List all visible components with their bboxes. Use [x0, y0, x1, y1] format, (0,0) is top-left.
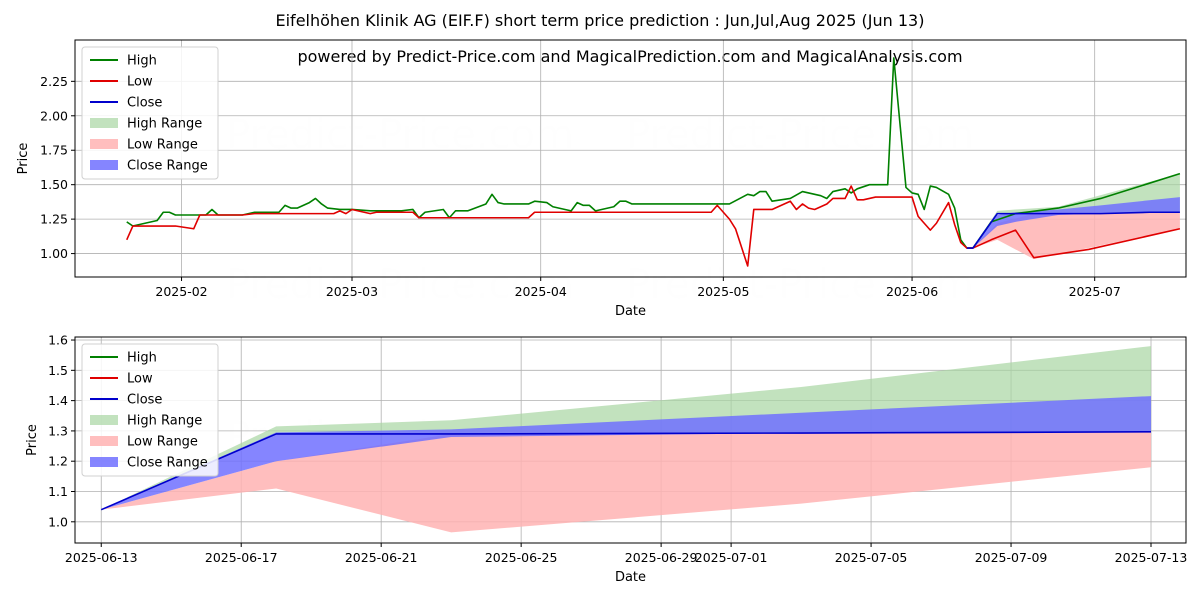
chart-1-x-tick-label: 2025-02 — [155, 284, 207, 299]
chart-2-x-axis-label: Date — [615, 570, 646, 585]
chart-2-x-tick-label: 2025-06-13 — [65, 550, 138, 565]
chart-1-low-range-band — [972, 212, 1180, 260]
chart-2-legend-low-range-label: Low Range — [127, 435, 198, 450]
chart-2-y-tick-label: 1.0 — [48, 514, 68, 529]
chart-1-plot-frame — [74, 39, 1187, 278]
chart-2-plot-frame — [74, 336, 1187, 544]
chart-2-y-tick-label: 1.3 — [48, 423, 68, 438]
chart-2-low-range-band — [101, 431, 1152, 533]
chart-1-close-line — [966, 211, 1180, 249]
chart-2-x-tick-label: 2025-06-17 — [205, 550, 278, 565]
chart-2-x-tick-label: 2025-07-09 — [975, 550, 1048, 565]
chart-2-legend-high-range-swatch — [90, 415, 118, 425]
chart-1-close-range-band — [972, 197, 1180, 249]
chart-1-legend-low-label: Low — [127, 75, 153, 90]
chart-2-x-tick-label: 2025-07-01 — [695, 550, 768, 565]
chart-2-legend-close-range-swatch — [90, 457, 118, 467]
chart-2-y-tick-label: 1.5 — [48, 363, 68, 378]
chart-1-y-tick-label: 1.25 — [40, 212, 68, 227]
chart-2-x-tick-label: 2025-07-05 — [835, 550, 908, 565]
chart-2-legend-low-range-swatch — [90, 436, 118, 446]
chart-2-legend-close-label: Close — [127, 393, 162, 408]
chart-2-x-tick-label: 2025-06-21 — [345, 550, 418, 565]
chart-1-high-line — [126, 57, 1181, 249]
chart-1-y-axis-label: Price — [16, 143, 31, 175]
chart-2-x-tick-label: 2025-06-25 — [485, 550, 558, 565]
chart-1-legend-close-range-swatch — [90, 160, 118, 170]
chart-2-x-tick-label: 2025-06-29 — [625, 550, 698, 565]
chart-2-legend-high-label: High — [127, 351, 157, 366]
chart-2-y-tick-label: 1.1 — [48, 484, 68, 499]
figure-subtitle: powered by Predict-Price.com and Magical… — [297, 47, 962, 66]
chart-1-low-line — [126, 185, 1181, 267]
chart-1-legend-close-range-label: Close Range — [127, 159, 208, 174]
chart-1-legend: High Low Close High Range Low Range Close Ran… — [81, 46, 219, 180]
chart-2-close-range-band — [101, 396, 1152, 510]
chart-1-y-tick-label: 1.50 — [40, 177, 68, 192]
chart-1-x-tick-label: 2025-07 — [1069, 284, 1121, 299]
chart-1-legend-high-range-swatch — [90, 118, 118, 128]
chart-1-y-tick-label: 2.00 — [40, 108, 68, 123]
chart-2-x-tick-label: 2025-07-13 — [1115, 550, 1188, 565]
chart-1-legend-low-range-label: Low Range — [127, 138, 198, 153]
chart-1-y-tick-label: 1.75 — [40, 143, 68, 158]
bottom-chart-panel: Predict-Price.comPredict-Price.com1.01.1… — [25, 333, 1187, 585]
chart-1-y-tick-label: 1.00 — [40, 246, 68, 261]
top-chart-panel: Predict-Price.com Predict-Price.comPredic… — [16, 39, 1187, 319]
chart-1-y-tick-label: 2.25 — [40, 74, 68, 89]
chart-1-x-tick-label: 2025-05 — [697, 284, 749, 299]
chart-2-y-tick-label: 1.2 — [48, 454, 68, 469]
chart-1-legend-high-label: High — [127, 54, 157, 69]
chart-1-watermark: Predict-Price.com — [226, 112, 574, 158]
chart-1-watermark: Predict-Price.com — [626, 112, 974, 158]
chart-1-x-tick-label: 2025-04 — [515, 284, 567, 299]
chart-2-y-tick-label: 1.4 — [48, 393, 68, 408]
chart-1-legend-high-range-label: High Range — [127, 117, 202, 132]
chart-2-legend-high-range-label: High Range — [127, 414, 202, 429]
chart-2-legend-close-range-label: Close Range — [127, 456, 208, 471]
chart-2-y-axis-label: Price — [25, 424, 40, 456]
chart-1-x-tick-label: 2025-06 — [886, 284, 938, 299]
chart-1-legend-close-label: Close — [127, 96, 162, 111]
chart-2-legend: High Low Close High Range Low Range Close Ran… — [81, 343, 219, 477]
chart-1-x-axis-label: Date — [615, 304, 646, 319]
chart-2-legend-low-label: Low — [127, 372, 153, 387]
chart-1-legend-low-range-swatch — [90, 139, 118, 149]
chart-1-x-tick-label: 2025-03 — [326, 284, 378, 299]
chart-2-y-tick-label: 1.6 — [48, 333, 68, 348]
figure-title: Eifelhöhen Klinik AG (EIF.F) short term … — [276, 11, 925, 30]
